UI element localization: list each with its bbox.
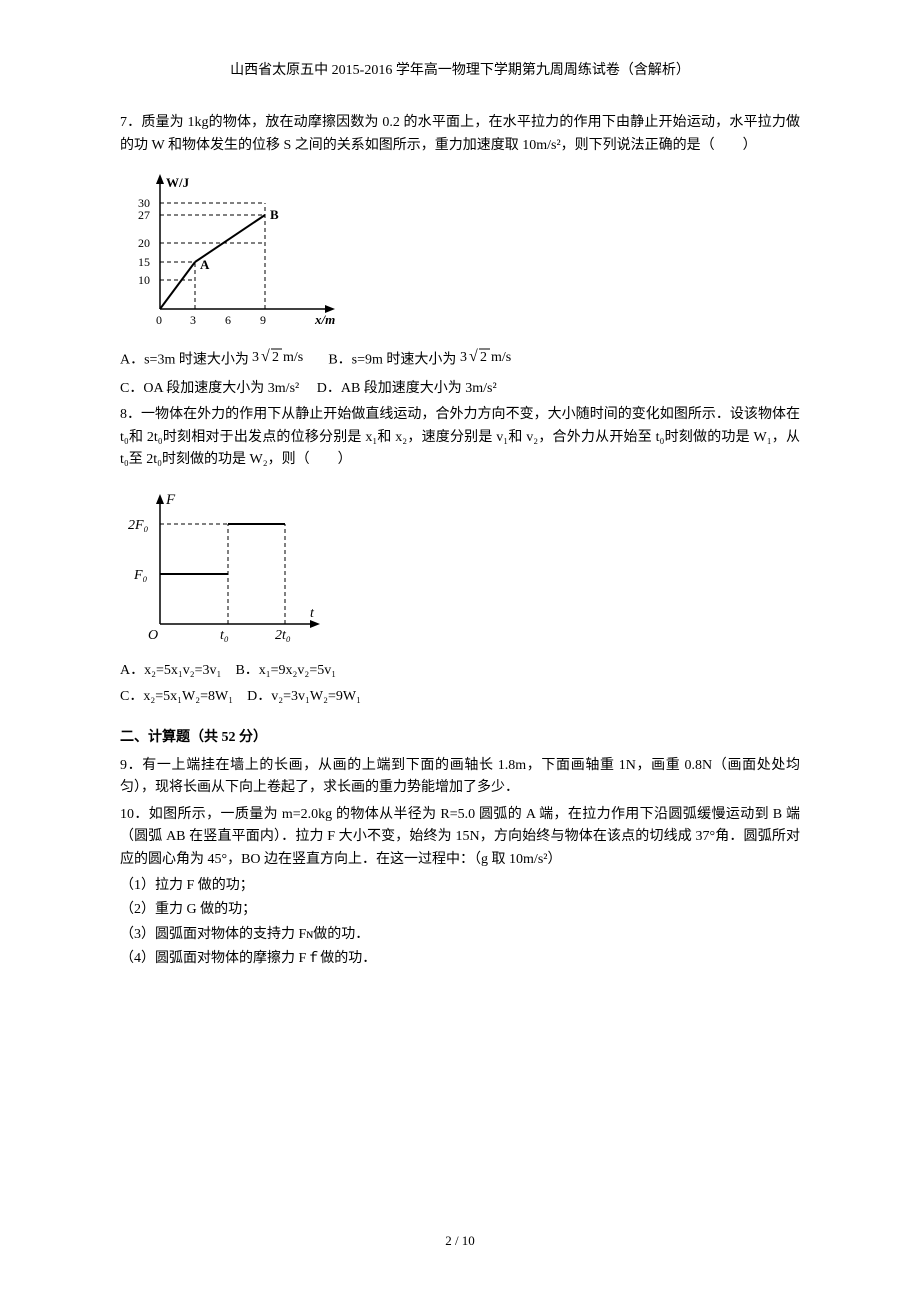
q10-sub2: （2）重力 G 做的功； [120,899,800,921]
q8-optB: B．x₁=9x₂v₂=5v₁ [235,663,336,678]
svg-text:B: B [270,207,279,222]
q8-optD: D．v₂=3v₁W₂=9W₁ [247,689,361,704]
q9-stem: 9．有一上端挂在墙上的长画，从画的上端到下面的画轴长 1.8m，下面画轴重 1N… [120,755,800,800]
svg-text:15: 15 [138,255,150,269]
q10-sub3: （3）圆弧面对物体的支持力 Fɴ做的功． [120,924,800,946]
q8-options-row1: A．x₂=5x₁v₂=3v₁ B．x₁=9x₂v₂=5v₁ [120,660,800,682]
svg-text:27: 27 [138,208,150,222]
q10-sub1: （1）拉力 F 做的功； [120,875,800,897]
q7-optB-prefix: B．s=9m 时速大小为 [328,352,456,367]
svg-text:A: A [200,257,210,272]
q7-optB-formula: 3 √ 2 m/s [460,346,522,374]
q8-stem: 8．一物体在外力的作用下从静止开始做直线运动，合外力方向不变，大小随时间的变化如… [120,404,800,471]
q10-stem: 10．如图所示，一质量为 m=2.0kg 的物体从半径为 R=5.0 圆弧的 A… [120,804,800,871]
q7-optA-formula: 3 √ 2 m/s [252,346,314,374]
q8-optA: A．x₂=5x₁v₂=3v₁ [120,663,221,678]
q8-chart: F 2F₀ F₀ O t₀ 2t₀ t [120,484,800,652]
q7-chart: W/J 30 27 20 15 10 0 3 6 9 x/m A B [120,169,800,337]
svg-text:t: t [310,606,315,621]
q7-optA-prefix: A．s=3m 时速大小为 [120,352,249,367]
q8-optC: C．x₂=5x₁W₂=8W₁ [120,689,233,704]
q7-y-title: W/J [166,175,190,190]
svg-text:x/m: x/m [314,312,335,327]
svg-text:6: 6 [225,313,231,327]
svg-text:3: 3 [252,350,259,365]
svg-text:0: 0 [156,313,162,327]
q7-options-row2: C．OA 段加速度大小为 3m/s² D．AB 段加速度大小为 3m/s² [120,378,800,400]
q7-stem: 7．质量为 1kg的物体，放在动摩擦因数为 0.2 的水平面上，在水平拉力的作用… [120,112,800,157]
svg-text:√: √ [469,348,478,365]
svg-text:3: 3 [190,313,196,327]
q7-optC: C．OA 段加速度大小为 3m/s² [120,381,299,396]
svg-text:20: 20 [138,236,150,250]
svg-text:10: 10 [138,273,150,287]
svg-text:2: 2 [480,350,487,365]
svg-text:3: 3 [460,350,467,365]
q7-options-row1: A．s=3m 时速大小为 3 √ 2 m/s B．s=9m 时速大小为 3 √ … [120,346,800,374]
svg-text:2: 2 [272,350,279,365]
svg-text:m/s: m/s [283,350,303,365]
q8-options-row2: C．x₂=5x₁W₂=8W₁ D．v₂=3v₁W₂=9W₁ [120,686,800,708]
page-header: 山西省太原五中 2015-2016 学年高一物理下学期第九周周练试卷（含解析） [120,60,800,82]
svg-text:√: √ [261,348,270,365]
q7-optD: D．AB 段加速度大小为 3m/s² [317,381,497,396]
section2-title: 二、计算题（共 52 分） [120,727,800,749]
svg-text:O: O [148,628,158,643]
q10-sub4: （4）圆弧面对物体的摩擦力 Fｆ做的功． [120,948,800,970]
svg-text:9: 9 [260,313,266,327]
svg-text:2t₀: 2t₀ [275,628,291,643]
svg-text:m/s: m/s [491,350,511,365]
svg-text:2F₀: 2F₀ [128,518,149,533]
svg-text:F: F [165,492,176,508]
svg-text:F₀: F₀ [133,568,148,583]
page-number: 2 / 10 [120,1231,800,1252]
svg-text:t₀: t₀ [220,628,229,643]
